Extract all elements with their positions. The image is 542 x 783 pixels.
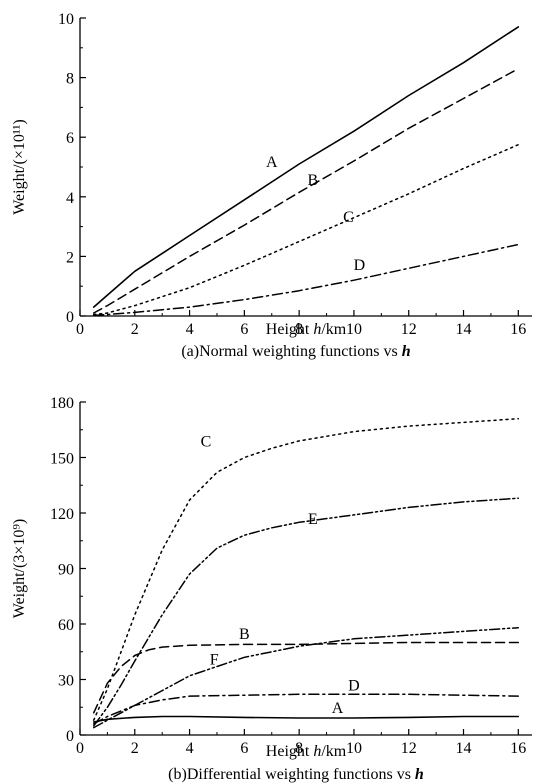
series-line-A bbox=[92, 715, 520, 723]
x-tick-label: 6 bbox=[240, 740, 248, 757]
y-tick-label: 180 bbox=[50, 395, 74, 412]
y-tick-label: 0 bbox=[66, 728, 74, 745]
caption-var: h bbox=[415, 766, 424, 783]
caption-var: h bbox=[402, 343, 411, 360]
series-label-B: B bbox=[308, 172, 319, 189]
x-tick-label: 10 bbox=[346, 321, 362, 338]
y-tick-label: 8 bbox=[66, 71, 74, 88]
y-tick-label: 6 bbox=[66, 130, 74, 147]
x-tick-label: 4 bbox=[186, 321, 194, 338]
series-line-C bbox=[92, 417, 520, 721]
x-tick-label: 2 bbox=[131, 740, 139, 757]
chart-panel-1: 0 2 4 6 8 10 12 14 16 0 30 60 90 120 150 180 Height h/km… bbox=[11, 395, 532, 783]
series-label-B: B bbox=[239, 626, 250, 643]
x-tick-label: 0 bbox=[76, 321, 84, 338]
series-label-A: A bbox=[332, 700, 344, 717]
x-tick-label: 14 bbox=[456, 321, 472, 338]
x-tick-label: 0 bbox=[76, 740, 84, 757]
x-axis-label: Height h/km bbox=[266, 743, 347, 760]
y-axis-label: Weight/(3×10⁹) bbox=[11, 519, 28, 619]
y-tick-label: 4 bbox=[66, 190, 74, 207]
x-tick-label: 8 bbox=[295, 321, 303, 338]
series-line-E bbox=[92, 497, 520, 727]
y-tick-label: 60 bbox=[58, 617, 74, 634]
x-tick-label: 16 bbox=[510, 740, 526, 757]
series-line-D bbox=[92, 693, 520, 725]
series-label-C: C bbox=[201, 433, 212, 450]
y-tick-label: 10 bbox=[58, 11, 74, 28]
series-label-D: D bbox=[354, 257, 366, 274]
series-label-E: E bbox=[308, 511, 318, 528]
y-tick-label: 120 bbox=[50, 506, 74, 523]
x-tick-label: 2 bbox=[131, 321, 139, 338]
x-tick-label: 4 bbox=[186, 740, 194, 757]
series-line-B bbox=[92, 641, 520, 714]
x-tick-label: 12 bbox=[401, 321, 417, 338]
x-tick-label: 8 bbox=[295, 740, 303, 757]
series-line-D bbox=[92, 243, 520, 317]
y-axis-label: Weight/(×10¹¹) bbox=[11, 119, 28, 215]
x-tick-label: 10 bbox=[346, 740, 362, 757]
x-axis-label-prefix: Height bbox=[266, 321, 314, 338]
x-axis-label-unit: /km bbox=[321, 321, 346, 338]
series-line-B bbox=[92, 67, 520, 314]
caption-prefix: (b)Differential weighting functions vs bbox=[168, 766, 415, 783]
x-axis-label-unit: /km bbox=[321, 743, 346, 760]
panel-caption: (a)Normal weighting functions vs h bbox=[181, 343, 410, 360]
x-tick-label: 12 bbox=[401, 740, 417, 757]
x-axis-label-var: h bbox=[313, 743, 321, 760]
y-tick-label: 30 bbox=[58, 673, 74, 690]
series-label-D: D bbox=[348, 678, 360, 695]
x-axis-label-var: h bbox=[313, 321, 321, 338]
x-axis-label-prefix: Height bbox=[266, 743, 314, 760]
series-line-A bbox=[92, 26, 520, 308]
y-tick-label: 150 bbox=[50, 451, 74, 468]
panel-caption: (b)Differential weighting functions vs h bbox=[168, 766, 424, 783]
series-label-A: A bbox=[266, 154, 278, 171]
y-tick-label: 0 bbox=[66, 309, 74, 326]
series-label-C: C bbox=[343, 209, 354, 226]
x-tick-label: 6 bbox=[240, 321, 248, 338]
series-label-F: F bbox=[210, 652, 219, 669]
x-tick-label: 16 bbox=[510, 321, 526, 338]
y-tick-label: 2 bbox=[66, 249, 74, 266]
x-tick-label: 14 bbox=[456, 740, 472, 757]
y-tick-label: 90 bbox=[58, 562, 74, 579]
caption-prefix: (a)Normal weighting functions vs bbox=[181, 343, 401, 360]
x-axis-label: Height h/km bbox=[266, 321, 347, 338]
series-line-F bbox=[92, 626, 520, 729]
series-line-C bbox=[92, 143, 520, 316]
